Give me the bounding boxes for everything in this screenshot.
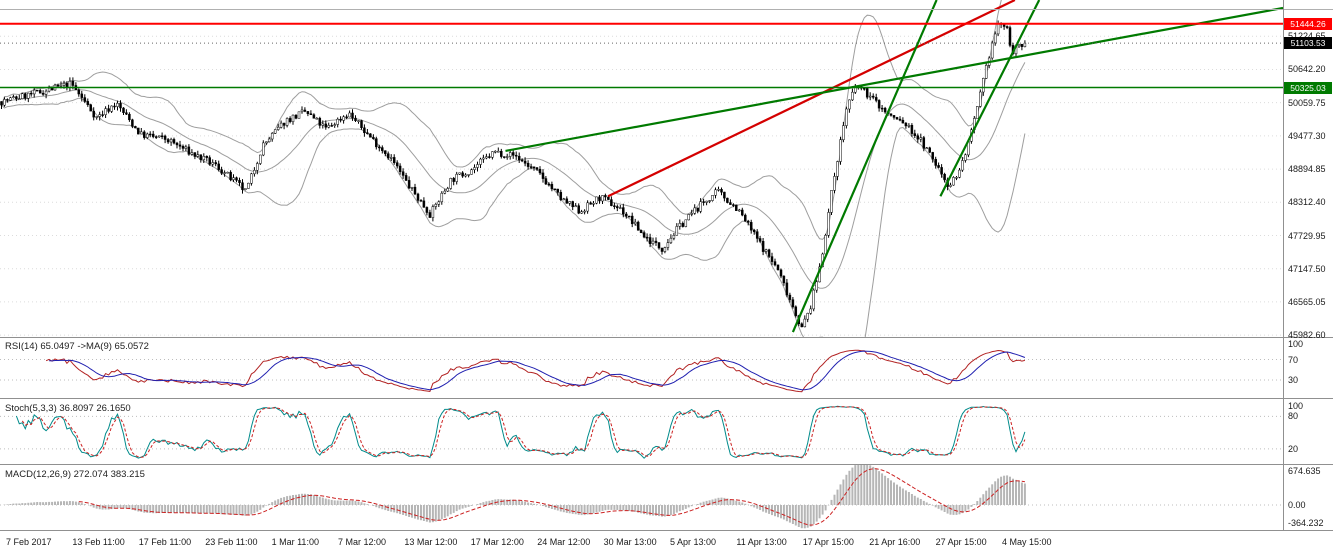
stoch-tick: 20 <box>1288 443 1299 454</box>
time-axis-label: 13 Feb 11:00 <box>72 537 125 547</box>
price-axis[interactable]: 51224.65 50642.20 50059.75 49477.30 48894.85… <box>1284 0 1333 531</box>
time-axis-label: 21 Apr 16:00 <box>869 537 921 547</box>
rsi-pane-label: RSI(14) 65.0497 ->MA(9) 65.0572 <box>5 341 149 352</box>
time-axis-label: 27 Apr 15:00 <box>935 537 987 547</box>
time-axis-label: 7 Mar 12:00 <box>338 537 387 547</box>
price-tick: 50642.20 <box>1288 64 1326 75</box>
time-axis-label: 23 Feb 11:00 <box>205 537 258 547</box>
time-axis-label: 24 Mar 12:00 <box>537 537 591 547</box>
time-axis-label: 30 Mar 13:00 <box>603 537 657 547</box>
price-tick: 48894.85 <box>1288 164 1326 175</box>
stoch-tick: 80 <box>1288 411 1299 422</box>
resistance-price-badge: 51444.26 <box>1284 17 1332 30</box>
time-axis-label: 4 May 15:00 <box>1002 537 1052 547</box>
macd-tick: -364.232 <box>1288 518 1324 529</box>
price-tick: 51224.65 <box>1288 31 1326 41</box>
macd-tick: 0.00 <box>1288 500 1306 510</box>
candlestick-series <box>0 23 1027 328</box>
rsi-tick: 100 <box>1288 339 1304 350</box>
price-tick: 45982.60 <box>1288 330 1326 341</box>
price-tick: 48312.40 <box>1288 197 1326 208</box>
red-trendline <box>607 0 1016 198</box>
time-axis-label: 13 Mar 12:00 <box>404 537 458 547</box>
price-tick: 47729.95 <box>1288 230 1326 241</box>
main-price-pane <box>0 0 1283 337</box>
stoch-pane-label: Stoch(5,3,3) 36.8097 26.1650 <box>5 403 131 414</box>
time-axis-label: 17 Feb 11:00 <box>138 537 192 547</box>
time-axis-label: 11 Apr 13:00 <box>736 537 787 547</box>
macd-pane <box>0 465 1283 529</box>
time-axis[interactable]: 7 Feb 2017 13 Feb 11:00 17 Feb 11:00 23 Feb… <box>0 531 1333 555</box>
time-axis-label: 5 Apr 13:00 <box>670 537 717 547</box>
current-price-badge: 51103.53 <box>1284 37 1332 50</box>
green-trendline-channel <box>939 0 1041 197</box>
macd-pane-label: MACD(12,26,9) 272.074 383.215 <box>5 469 145 480</box>
time-axis-label: 17 Apr 15:00 <box>802 537 854 547</box>
rsi-pane <box>0 349 1283 393</box>
price-tick: 47147.50 <box>1288 263 1326 274</box>
candle-wicks <box>1 20 1026 328</box>
rsi-tick: 30 <box>1288 375 1299 386</box>
stoch-pane <box>0 405 1283 459</box>
support-price-badge: 50325.03 <box>1284 81 1332 94</box>
rsi-tick: 70 <box>1288 354 1299 365</box>
green-trendline-steep <box>791 0 938 333</box>
price-tick: 50059.75 <box>1288 97 1326 108</box>
stoch-tick: 100 <box>1288 400 1304 411</box>
price-tick: 49477.30 <box>1288 130 1326 141</box>
price-tick: 46565.05 <box>1288 296 1326 307</box>
macd-tick: 674.635 <box>1288 466 1321 477</box>
time-axis-label: 7 Feb 2017 <box>6 537 52 547</box>
time-axis-label: 17 Mar 12:00 <box>470 537 524 547</box>
time-axis-label: 1 Mar 11:00 <box>271 537 319 547</box>
green-trendline-long <box>505 6 1283 152</box>
